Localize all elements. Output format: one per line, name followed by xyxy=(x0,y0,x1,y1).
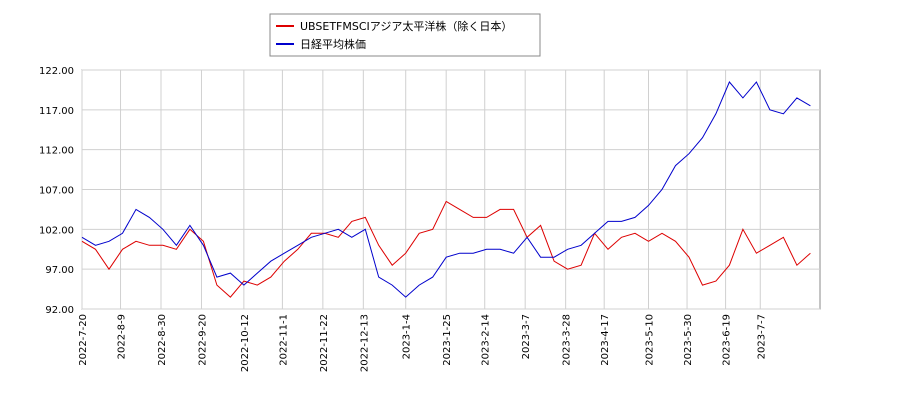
y-tick-label: 102.00 xyxy=(39,225,74,236)
legend-label: UBSETFMSCIアジア太平洋株（除く日本） xyxy=(300,19,512,33)
x-tick-label: 2023-5-30 xyxy=(683,314,694,366)
series-line xyxy=(81,81,811,298)
y-tick-label: 92.00 xyxy=(45,305,74,316)
y-tick-label: 117.00 xyxy=(39,106,74,117)
series-line xyxy=(81,200,811,298)
x-tick-label: 2022-9-20 xyxy=(197,314,208,366)
x-tick-label: 2023-2-14 xyxy=(481,314,492,366)
x-tick-label: 2023-4-17 xyxy=(600,314,611,366)
x-tick-label: 2023-7-7 xyxy=(756,314,767,359)
x-tick-label: 2022-10-12 xyxy=(240,314,251,372)
x-tick-label: 2023-3-7 xyxy=(521,314,532,359)
x-tick-label: 2022-11-22 xyxy=(319,314,330,372)
y-tick-label: 107.00 xyxy=(39,186,74,197)
legend-label: 日経平均株価 xyxy=(300,37,366,51)
x-tick-label: 2022-8-30 xyxy=(157,314,168,366)
y-tick-label: 112.00 xyxy=(39,146,74,157)
x-tick-label: 2023-1-4 xyxy=(402,314,413,359)
x-tick-label: 2022-11-1 xyxy=(278,314,289,366)
x-tick-label: 2022-12-13 xyxy=(359,314,370,372)
x-tick-label: 2023-6-19 xyxy=(722,314,733,366)
x-tick-label: 2023-3-28 xyxy=(562,314,573,366)
legend-box xyxy=(269,13,541,57)
y-tick-label: 122.00 xyxy=(39,66,74,77)
x-tick-label: 2022-8-9 xyxy=(117,314,128,359)
x-tick-label: 2023-1-25 xyxy=(442,314,453,366)
x-tick-label: 2022-7-20 xyxy=(78,314,89,366)
y-tick-label: 97.00 xyxy=(45,265,74,276)
x-tick-label: 2023-5-10 xyxy=(645,314,656,366)
